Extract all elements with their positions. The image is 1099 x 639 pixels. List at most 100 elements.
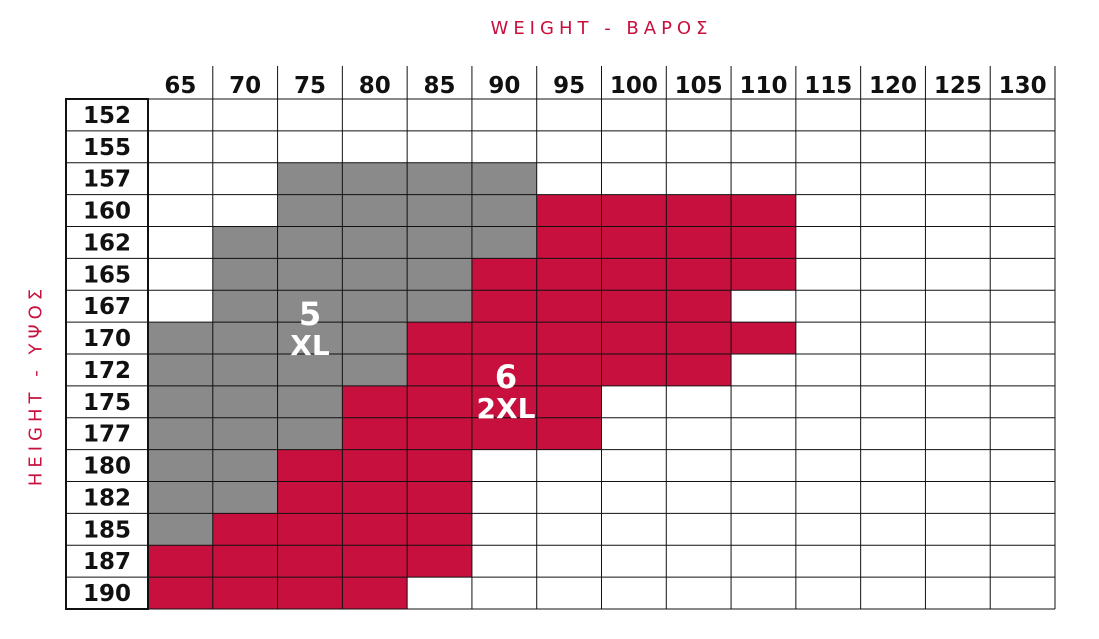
cell-h187-w65 bbox=[148, 545, 213, 578]
cell-h185-w85 bbox=[407, 513, 472, 546]
cell-h172-w95 bbox=[536, 354, 602, 386]
cell-h170-w85 bbox=[407, 322, 472, 354]
cell-h170-w105 bbox=[666, 322, 732, 354]
cell-h177-w95 bbox=[536, 417, 602, 450]
grid-layer bbox=[65, 66, 1056, 610]
cell-h175-w80 bbox=[342, 385, 408, 418]
cell-h162-w100 bbox=[601, 226, 667, 259]
cell-h175-w85 bbox=[407, 385, 472, 418]
cell-h175-w65 bbox=[148, 385, 213, 418]
cell-h190-w70 bbox=[212, 577, 278, 609]
weight-tick-95: 95 bbox=[553, 73, 585, 99]
cell-h157-w80 bbox=[342, 162, 408, 195]
weight-tick-70: 70 bbox=[229, 73, 261, 99]
cell-h175-w75 bbox=[277, 385, 343, 418]
cell-h170-w65 bbox=[148, 322, 213, 354]
cell-h165-w75 bbox=[277, 258, 343, 291]
cell-h157-w90 bbox=[471, 162, 537, 195]
cell-h160-w100 bbox=[601, 194, 667, 227]
cell-h167-w75 bbox=[277, 290, 343, 323]
cell-h180-w85 bbox=[407, 449, 472, 482]
cell-h177-w65 bbox=[148, 417, 213, 450]
height-tick-167: 167 bbox=[83, 294, 131, 320]
cell-h177-w70 bbox=[212, 417, 278, 450]
cell-h185-w65 bbox=[148, 513, 213, 546]
cell-h177-w90 bbox=[471, 417, 537, 450]
height-tick-190: 190 bbox=[83, 581, 131, 607]
height-ticks: 152 155 157 160 162 165 167 170 172 175 177 180 182 1… bbox=[83, 103, 131, 607]
height-tick-152: 152 bbox=[83, 103, 131, 129]
cell-h160-w85 bbox=[407, 194, 472, 227]
cell-h165-w95 bbox=[536, 258, 602, 291]
cell-h170-w90 bbox=[471, 322, 537, 354]
cell-h177-w80 bbox=[342, 417, 408, 450]
cell-h187-w85 bbox=[407, 545, 472, 578]
cell-h167-w80 bbox=[342, 290, 408, 323]
height-tick-165: 165 bbox=[83, 262, 131, 288]
weight-tick-130: 130 bbox=[999, 73, 1047, 99]
cell-h165-w100 bbox=[601, 258, 667, 291]
cell-h167-w70 bbox=[212, 290, 278, 323]
cell-h167-w100 bbox=[601, 290, 667, 323]
weight-tick-65: 65 bbox=[164, 73, 196, 99]
cell-h160-w75 bbox=[277, 194, 343, 227]
cell-h172-w80 bbox=[342, 354, 408, 386]
height-tick-175: 175 bbox=[83, 390, 131, 416]
height-tick-155: 155 bbox=[83, 135, 131, 161]
cell-h162-w110 bbox=[731, 226, 796, 259]
cell-h172-w70 bbox=[212, 354, 278, 386]
size-label-6: 6 bbox=[495, 358, 517, 396]
cells-layer bbox=[148, 162, 796, 609]
cell-h157-w85 bbox=[407, 162, 472, 195]
weight-tick-80: 80 bbox=[359, 73, 391, 99]
size-sublabel-5: XL bbox=[290, 329, 330, 362]
height-label-box bbox=[65, 98, 149, 610]
cell-h160-w105 bbox=[666, 194, 732, 227]
cell-h182-w70 bbox=[212, 481, 278, 514]
cell-h175-w70 bbox=[212, 385, 278, 418]
cell-h180-w65 bbox=[148, 449, 213, 482]
cell-h170-w110 bbox=[731, 322, 796, 354]
weight-tick-110: 110 bbox=[739, 73, 787, 99]
cell-h172-w90 bbox=[471, 354, 537, 386]
weight-tick-120: 120 bbox=[869, 73, 917, 99]
cell-h190-w80 bbox=[342, 577, 408, 609]
cell-h182-w85 bbox=[407, 481, 472, 514]
height-tick-185: 185 bbox=[83, 517, 131, 543]
cell-h157-w75 bbox=[277, 162, 343, 195]
cell-h170-w100 bbox=[601, 322, 667, 354]
cell-h177-w85 bbox=[407, 417, 472, 450]
weight-tick-125: 125 bbox=[934, 73, 982, 99]
cell-h172-w100 bbox=[601, 354, 667, 386]
height-tick-182: 182 bbox=[83, 485, 131, 511]
cell-h160-w95 bbox=[536, 194, 602, 227]
cell-h187-w80 bbox=[342, 545, 408, 578]
weight-tick-75: 75 bbox=[294, 73, 326, 99]
height-tick-187: 187 bbox=[83, 549, 131, 575]
cell-h162-w70 bbox=[212, 226, 278, 259]
weight-axis-title: WEIGHT - ΒΑΡΟΣ bbox=[490, 18, 713, 39]
height-tick-160: 160 bbox=[83, 199, 131, 225]
cell-h185-w80 bbox=[342, 513, 408, 546]
cell-h190-w75 bbox=[277, 577, 343, 609]
cell-h165-w80 bbox=[342, 258, 408, 291]
height-tick-162: 162 bbox=[83, 230, 131, 256]
cell-h167-w90 bbox=[471, 290, 537, 323]
cell-h162-w75 bbox=[277, 226, 343, 259]
size-sublabel-6: 2XL bbox=[477, 392, 536, 425]
cell-h175-w95 bbox=[536, 385, 602, 418]
cell-h187-w75 bbox=[277, 545, 343, 578]
weight-tick-100: 100 bbox=[610, 73, 658, 99]
cell-h170-w75 bbox=[277, 322, 343, 354]
cell-h172-w75 bbox=[277, 354, 343, 386]
cell-h160-w90 bbox=[471, 194, 537, 227]
cell-h167-w85 bbox=[407, 290, 472, 323]
cell-h175-w90 bbox=[471, 385, 537, 418]
size-label-5: 5 bbox=[299, 295, 321, 333]
height-tick-170: 170 bbox=[83, 326, 131, 352]
cell-h170-w95 bbox=[536, 322, 602, 354]
cell-h167-w95 bbox=[536, 290, 602, 323]
cell-h190-w65 bbox=[148, 577, 213, 609]
cell-h162-w95 bbox=[536, 226, 602, 259]
cell-h185-w70 bbox=[212, 513, 278, 546]
